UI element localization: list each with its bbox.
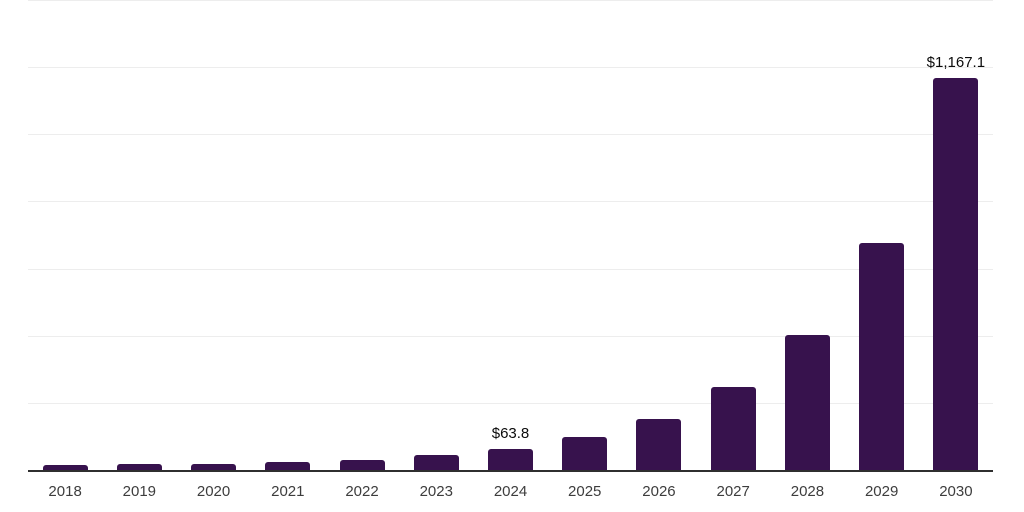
bar-2026 [636, 418, 682, 470]
x-tick-label-2021: 2021 [271, 483, 305, 500]
gridline [28, 268, 993, 270]
x-tick-label-2025: 2025 [568, 483, 602, 500]
x-tick-label-2029: 2029 [864, 483, 899, 500]
x-tick-label-2030: 2030 [939, 483, 973, 500]
x-tick-label-2027: 2027 [716, 483, 750, 500]
bar-2018 [42, 464, 88, 470]
x-tick-label-2023: 2023 [419, 483, 453, 500]
gridline [28, 335, 993, 337]
bar-2029 [859, 243, 905, 470]
bar-2020 [191, 464, 237, 470]
bar-2023 [413, 454, 459, 470]
bar-2019 [116, 463, 162, 470]
bar-value-label-2030: $1,167.1 [926, 54, 986, 72]
x-tick-label-2018: 2018 [48, 483, 82, 500]
gridline [28, 67, 993, 69]
gridline [28, 0, 993, 1]
x-tick-label-2020: 2020 [196, 483, 231, 500]
gridline [28, 201, 993, 203]
bar-2027 [710, 387, 756, 470]
x-tick-label-2026: 2026 [642, 483, 676, 500]
x-tick-label-2019: 2019 [122, 483, 157, 500]
x-tick-label-2022: 2022 [345, 483, 379, 500]
bar-2025 [562, 437, 608, 470]
gridline [28, 402, 993, 404]
x-tick-label-2024: 2024 [493, 483, 528, 500]
bar-2028 [784, 335, 830, 470]
x-axis: 2018 2019 2020 2021 2022 2023 2024 2025 2026 2027… [28, 482, 993, 506]
bar-2024 [488, 448, 533, 470]
x-tick-label-2028: 2028 [790, 483, 825, 500]
bar-2021 [265, 461, 311, 470]
gridline [28, 134, 993, 136]
plot-area: $63.8 $1,167.1 [28, 0, 993, 472]
bar-2022 [339, 459, 385, 470]
bar-value-label-2024: $63.8 [491, 424, 530, 442]
bar-2030 [933, 78, 979, 470]
